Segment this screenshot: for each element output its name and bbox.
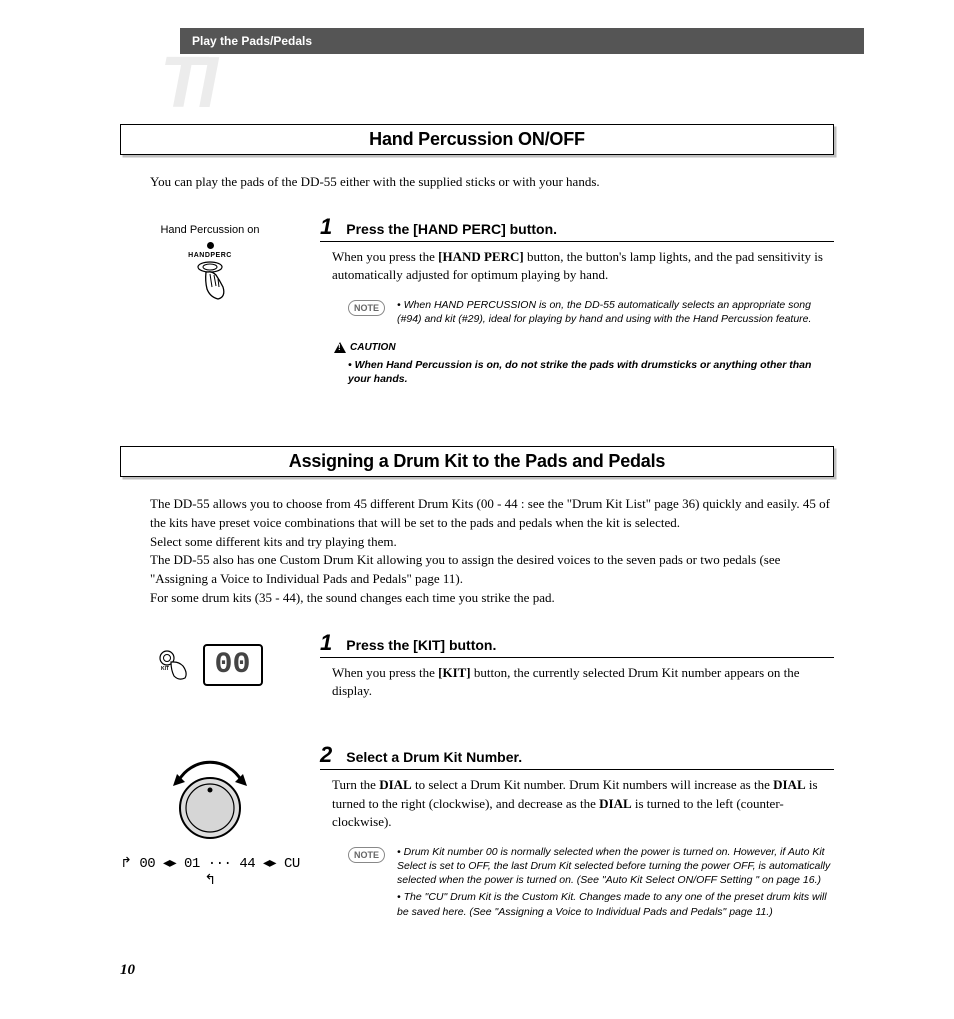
dial-illustration: ↱ 00 ◂▸ 01 ··· 44 ◂▸ CU ↰ [120, 742, 300, 931]
note-text: Drum Kit number 00 is normally selected … [397, 845, 834, 922]
dial-sequence: ↱ 00 ◂▸ 01 ··· 44 ◂▸ CU ↰ [120, 855, 300, 889]
caution-text: When Hand Percussion is on, do not strik… [348, 358, 834, 386]
section1-intro: You can play the pads of the DD-55 eithe… [150, 173, 834, 192]
step-body: When you press the [HAND PERC] button, t… [332, 248, 834, 284]
hand-perc-label: HANDPERC [188, 252, 232, 259]
step-heading: 2 Select a Drum Kit Number. [320, 742, 834, 770]
section2-step1: KIT 00 1 Press the [KIT] button. When yo… [120, 630, 834, 714]
step-number: 1 [320, 214, 332, 240]
step-body: When you press the [KIT] button, the cur… [332, 664, 834, 700]
note-box: NOTE When HAND PERCUSSION is on, the DD-… [348, 298, 834, 329]
step-heading: 1 Press the [HAND PERC] button. [320, 214, 834, 242]
caution-box: CAUTION When Hand Percussion is on, do n… [334, 340, 834, 386]
step-number: 2 [320, 742, 332, 768]
note-badge: NOTE [348, 300, 385, 316]
section-title-hand-percussion: Hand Percussion ON/OFF [120, 124, 834, 155]
step-title: Press the [KIT] button. [346, 637, 496, 653]
svg-text:KIT: KIT [161, 666, 169, 672]
page-content: Hand Percussion ON/OFF You can play the … [120, 54, 834, 979]
page-number: 10 [120, 962, 834, 979]
lcd-display: 00 [203, 644, 263, 686]
step-body: Turn the DIAL to select a Drum Kit numbe… [332, 776, 834, 831]
dial-icon [155, 760, 265, 846]
note-box: NOTE Drum Kit number 00 is normally sele… [348, 845, 834, 922]
finger-press-icon [188, 259, 232, 301]
header-breadcrumb: Play the Pads/Pedals [180, 28, 864, 54]
illustration-caption: Hand Percussion on [120, 224, 300, 236]
section1-step1: Hand Percussion on HANDPERC 1 Press the … [120, 214, 834, 392]
kit-illustration: KIT 00 [120, 630, 300, 714]
note-text: When HAND PERCUSSION is on, the DD-55 au… [397, 298, 834, 329]
hand-perc-illustration: Hand Percussion on HANDPERC [120, 214, 300, 392]
caution-label: CAUTION [334, 342, 396, 353]
step-heading: 1 Press the [KIT] button. [320, 630, 834, 658]
step-number: 1 [320, 630, 332, 656]
note-badge: NOTE [348, 847, 385, 863]
step-title: Select a Drum Kit Number. [346, 749, 522, 765]
page: Play the Pads/Pedals TI Hand Percussion … [0, 0, 954, 1019]
section2-step2: ↱ 00 ◂▸ 01 ··· 44 ◂▸ CU ↰ 2 Select a Dru… [120, 742, 834, 931]
finger-press-icon: KIT [157, 648, 191, 682]
warning-triangle-icon [334, 342, 346, 353]
step-title: Press the [HAND PERC] button. [346, 221, 557, 237]
section2-intro: The DD-55 allows you to choose from 45 d… [150, 495, 834, 608]
section-title-drum-kit: Assigning a Drum Kit to the Pads and Ped… [120, 446, 834, 477]
